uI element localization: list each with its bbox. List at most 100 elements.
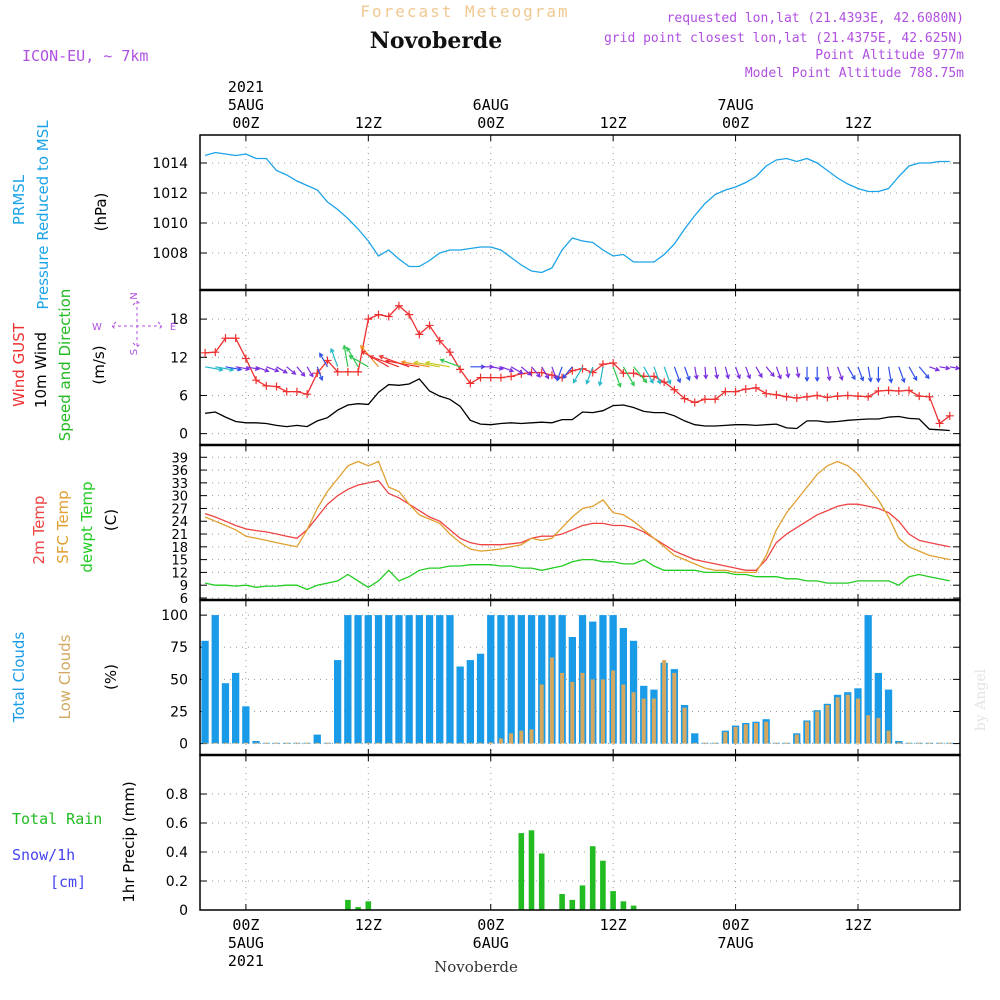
axis-label-wind: 10m Wind — [32, 332, 50, 408]
bar-low-clouds — [549, 657, 554, 744]
bar-low-clouds — [672, 672, 677, 744]
wind-arrow — [572, 366, 584, 384]
bar-low-clouds — [407, 742, 412, 744]
wind-arrow — [384, 359, 420, 368]
bar-total-clouds — [864, 615, 872, 744]
gust-marker — [466, 379, 475, 388]
bar-total-clouds — [211, 615, 219, 744]
wind-arrow — [785, 366, 791, 379]
bar-total-clouds — [599, 615, 607, 744]
gust-marker — [945, 411, 954, 420]
time-label-top: 5AUG — [228, 96, 264, 114]
gust-marker — [476, 373, 485, 382]
bar-total-rain — [559, 894, 565, 910]
wind-arrow — [898, 366, 906, 384]
bar-total-clouds — [507, 615, 515, 744]
bar-low-clouds — [284, 742, 289, 744]
bar-low-clouds — [417, 742, 422, 744]
y-tick-label: 18 — [170, 312, 188, 328]
bar-low-clouds — [488, 742, 493, 744]
gust-marker — [874, 387, 883, 395]
bar-low-clouds — [937, 742, 942, 744]
gust-marker — [660, 378, 669, 387]
bar-total-rain — [355, 907, 361, 910]
bar-low-clouds — [254, 742, 259, 744]
time-label-bottom: 5AUG — [228, 934, 264, 952]
compass-icon: N S W E — [92, 292, 176, 355]
bar-low-clouds — [427, 742, 432, 744]
time-label-bottom: 2021 — [228, 952, 264, 970]
bar-total-clouds — [313, 734, 321, 744]
wind-arrow — [316, 366, 324, 382]
y-tick-label: 33 — [171, 477, 188, 492]
bar-total-rain — [630, 905, 637, 910]
wind-arrow — [266, 366, 280, 373]
bar-total-clouds — [466, 660, 474, 744]
wind-arrow — [520, 366, 533, 376]
bar-low-clouds — [325, 742, 330, 744]
watermark: by Angel — [973, 668, 989, 731]
y-tick-label: 15 — [171, 554, 188, 569]
wind-arrow — [908, 366, 918, 382]
time-label-top: 12Z — [600, 114, 627, 132]
time-label-top: 2021 — [228, 78, 264, 96]
wind-arrow — [826, 366, 832, 382]
gust-marker — [374, 310, 383, 319]
bar-total-clouds — [517, 615, 525, 744]
axis-label-clouds: Total Clouds — [10, 632, 28, 724]
gust-marker — [496, 373, 505, 382]
bar-low-clouds — [600, 679, 605, 744]
wind-arrow — [643, 366, 654, 384]
y-tick-label: 0 — [179, 903, 188, 919]
precip-legend: Snow/1h — [12, 846, 75, 864]
wind-arrow — [745, 366, 752, 380]
bar-total-clouds — [354, 615, 362, 744]
y-tick-label: 50 — [170, 672, 188, 688]
axis-label-precip: 1hr Precip (mm) — [120, 781, 138, 902]
gust-marker — [884, 386, 893, 395]
wind-arrow — [400, 360, 430, 368]
y-tick-label: 12 — [171, 566, 188, 581]
axis-label-pressure: Pressure Reduced to MSL — [34, 120, 52, 310]
compass-s: S — [129, 349, 140, 355]
gust-marker — [853, 392, 862, 401]
bar-low-clouds — [723, 732, 728, 744]
time-label-top: 00Z — [232, 114, 259, 132]
gust-marker — [864, 392, 873, 401]
bar-total-rain — [620, 901, 627, 910]
wind-arrow — [490, 365, 505, 371]
series-line-prmsl — [204, 151, 950, 274]
axis-label-pressure: (hPa) — [92, 193, 110, 232]
bar-low-clouds — [294, 742, 299, 744]
axis-label-clouds: (%) — [102, 664, 120, 690]
gust-marker — [394, 301, 403, 310]
bar-total-clouds — [476, 653, 485, 744]
bar-total-clouds — [252, 741, 260, 744]
y-tick-label: 6 — [180, 592, 188, 607]
bar-total-clouds — [405, 615, 413, 744]
bar-total-rain — [518, 833, 525, 910]
bar-low-clouds — [651, 698, 656, 744]
gust-marker — [670, 385, 679, 394]
panel-pressure: 1008 1010 1012 1014 — [152, 134, 961, 291]
bar-total-clouds — [415, 615, 423, 744]
gust-marker — [751, 383, 760, 392]
y-tick-label: 100 — [161, 608, 188, 624]
model-label: ICON-EU, ~ 7km — [22, 47, 148, 65]
y-tick-label: 25 — [170, 704, 188, 720]
bar-total-rain — [528, 830, 535, 911]
bar-total-rain — [345, 899, 351, 910]
wind-arrow — [663, 366, 672, 385]
gust-marker — [711, 395, 720, 404]
bar-total-clouds — [527, 615, 536, 744]
gust-marker — [700, 395, 709, 404]
gridpoint-coords: grid point closest lon,lat (21.4375E, 42… — [604, 31, 964, 46]
y-tick-label: 0.4 — [166, 845, 188, 861]
bar-low-clouds — [458, 742, 463, 744]
bar-low-clouds — [866, 715, 871, 744]
bar-low-clouds — [315, 742, 320, 744]
wind-arrow — [949, 365, 961, 371]
wind-arrow — [424, 360, 451, 368]
y-tick-label: 1012 — [152, 186, 188, 202]
time-label-bottom: 00Z — [232, 916, 259, 934]
